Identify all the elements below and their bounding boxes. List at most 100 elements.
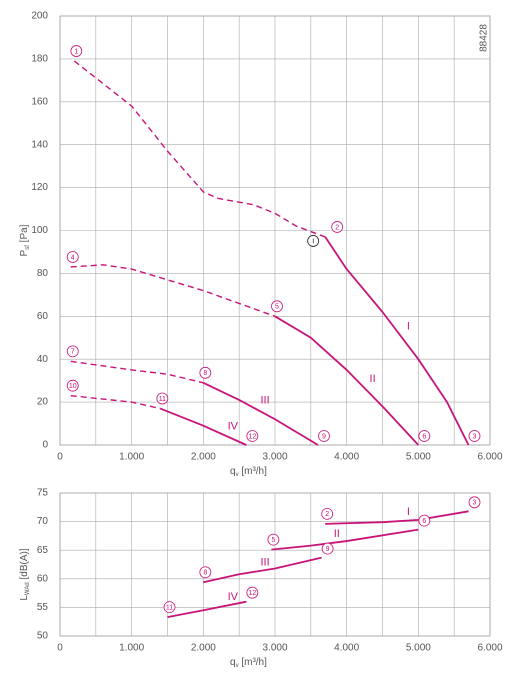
y-axis-label-part: P	[19, 249, 30, 256]
x-tick-label: 4.000	[334, 452, 359, 463]
marker-circle	[246, 430, 259, 442]
marker-label: 6	[422, 518, 426, 525]
curve	[70, 360, 204, 384]
y-tick-label: 55	[37, 602, 49, 613]
y-tick-label: 100	[31, 225, 48, 236]
marker-circle	[246, 586, 259, 599]
marker-circle	[156, 392, 169, 405]
y-tick-label: 180	[31, 54, 48, 65]
curve	[325, 510, 469, 525]
marker-label: 6	[422, 433, 426, 440]
curve	[324, 236, 470, 446]
marker-label: 12	[248, 433, 256, 440]
marker-label: 3	[473, 500, 477, 507]
x-axis-label: qv [m³/h]	[230, 466, 267, 478]
y-tick-label: 50	[37, 631, 49, 642]
x-axis-label-part: v	[236, 663, 239, 669]
y-axis-label: LWAd [dB(A)]	[19, 548, 31, 600]
x-tick-label: 2.000	[191, 643, 216, 654]
marker-circle	[199, 366, 212, 379]
y-axis-label-part: [Pa]	[19, 224, 30, 245]
marker-label: 4	[71, 254, 75, 261]
curve-name: I	[407, 321, 410, 333]
x-axis-label-part: [m³/h]	[239, 466, 268, 477]
x-tick-label: 6.000	[477, 643, 502, 654]
marker-label: 2	[335, 224, 339, 231]
x-tick-label: 5.000	[406, 643, 431, 654]
x-tick-label: 3.000	[262, 643, 287, 654]
marker-label: 10	[69, 383, 77, 390]
x-tick-label: 4.000	[334, 643, 359, 654]
y-tick-label: 0	[42, 440, 48, 451]
x-axis-label-part: q	[230, 466, 236, 477]
y-tick-label: 120	[31, 182, 48, 193]
curve	[274, 315, 419, 446]
marker-circle	[468, 496, 481, 509]
y-tick-label: 60	[37, 311, 49, 322]
curve	[167, 600, 247, 619]
y-axis-label-part: L	[19, 595, 30, 601]
curve-name: IV	[228, 420, 239, 432]
curve	[203, 556, 322, 584]
marker-circle	[307, 235, 320, 247]
y-tick-label: 60	[37, 573, 49, 584]
y-tick-label: 65	[37, 545, 49, 556]
y-tick-label: 70	[37, 516, 49, 527]
marker-label: 11	[166, 604, 173, 611]
curve	[271, 528, 419, 551]
x-tick-label: 0	[57, 452, 63, 463]
y-tick-label: 40	[37, 354, 49, 365]
x-tick-label: 3.000	[262, 452, 287, 463]
marker-circle	[271, 300, 283, 313]
curve	[73, 60, 326, 238]
marker-circle	[66, 379, 79, 392]
y-axis-label: Psf [Pa]	[19, 224, 31, 256]
curve-name: IV	[228, 591, 239, 603]
marker-label: 5	[275, 304, 279, 311]
curve-name: II	[370, 373, 376, 385]
y-tick-label: 140	[31, 139, 48, 150]
curve	[70, 264, 276, 317]
marker-circle	[66, 251, 79, 263]
curve-name: I	[407, 506, 410, 518]
marker-label: 11	[159, 396, 166, 403]
x-tick-label: 0	[57, 643, 63, 654]
marker-label: 5	[271, 537, 275, 544]
y-axis-label-part: WAd	[25, 582, 31, 595]
x-axis-label-part: q	[230, 657, 236, 668]
marker-circle	[331, 221, 344, 233]
marker-label: I	[312, 238, 314, 245]
y-tick-label: 200	[31, 11, 48, 22]
marker-circle	[321, 507, 334, 520]
y-tick-label: 160	[31, 96, 48, 107]
marker-circle	[199, 566, 212, 579]
marker-circle	[163, 601, 176, 614]
marker-circle	[418, 514, 431, 527]
marker-circle	[318, 430, 330, 442]
marker-circle	[321, 542, 334, 555]
x-tick-label: 1.000	[119, 643, 144, 654]
x-tick-label: 1.000	[119, 452, 144, 463]
marker-circle	[70, 45, 83, 57]
x-tick-label: 6.000	[477, 452, 502, 463]
x-axis-label-part: [m³/h]	[239, 657, 268, 668]
curve-name: II	[334, 528, 340, 540]
y-axis-label-part: sf	[25, 245, 31, 250]
curve	[70, 394, 161, 410]
x-tick-label: 2.000	[191, 452, 216, 463]
marker-label: 1	[74, 48, 78, 55]
y-tick-label: 20	[37, 397, 49, 408]
marker-circle	[418, 430, 431, 442]
marker-label: 3	[473, 433, 477, 440]
x-tick-label: 5.000	[406, 452, 431, 463]
marker-label: 8	[203, 370, 207, 377]
curve	[202, 381, 319, 446]
marker-label: 8	[203, 570, 207, 577]
x-axis-label: qv [m³/h]	[230, 657, 267, 669]
curve-name: III	[260, 395, 269, 407]
marker-label: 2	[325, 511, 329, 518]
marker-label: 12	[248, 590, 256, 597]
y-tick-label: 80	[37, 268, 49, 279]
